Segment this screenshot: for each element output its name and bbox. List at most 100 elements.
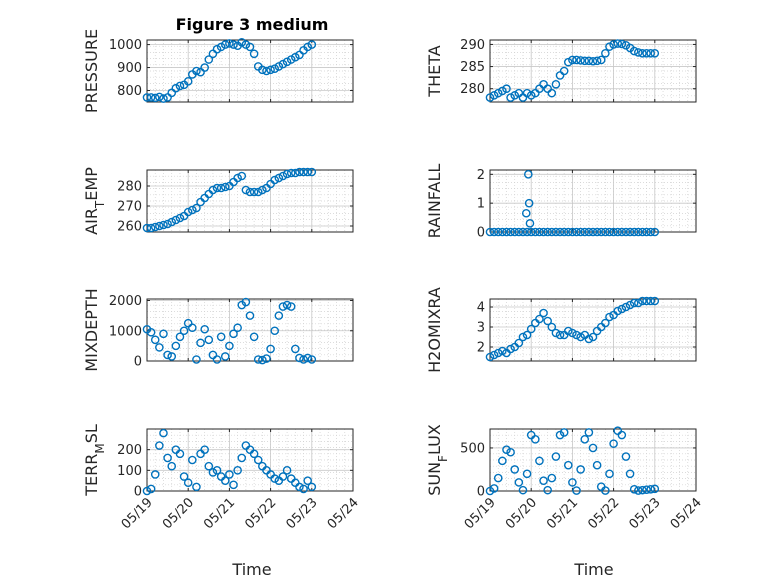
- data-point: [506, 344, 515, 354]
- data-point: [493, 227, 503, 237]
- data-point: [307, 482, 317, 492]
- data-point: [605, 42, 614, 51]
- data-point: [159, 220, 168, 230]
- data-point: [262, 354, 271, 363]
- y-tick-label: 500: [460, 441, 485, 456]
- data-point: [278, 302, 288, 311]
- data-point: [526, 324, 536, 334]
- y-tick-label: 260: [117, 220, 142, 235]
- data-point: [299, 167, 308, 177]
- y-tick-label: 270: [117, 200, 142, 215]
- data-point: [485, 93, 495, 102]
- data-point: [518, 485, 528, 495]
- y-tick-label: 0: [477, 226, 485, 241]
- data-point: [303, 42, 312, 52]
- data-point: [506, 447, 515, 457]
- data-point: [192, 66, 201, 76]
- data-point: [510, 465, 520, 474]
- data-point: [150, 470, 160, 479]
- data-point: [286, 168, 296, 178]
- data-point: [502, 227, 511, 237]
- data-point: [192, 355, 201, 364]
- data-point: [588, 56, 598, 66]
- data-point: [634, 298, 643, 308]
- data-point: [155, 221, 164, 231]
- x-tick-label: 05/20: [160, 495, 197, 532]
- data-point: [524, 198, 534, 208]
- subplot-3: 260 270 280 AIRTEMP: [82, 167, 354, 235]
- data-point: [547, 227, 557, 237]
- data-point: [216, 42, 226, 52]
- data-point: [650, 296, 660, 306]
- data-point: [216, 183, 226, 193]
- data-point: [596, 55, 606, 65]
- data-point: [295, 353, 304, 363]
- data-point: [278, 171, 288, 181]
- y-tick-label: 0: [134, 485, 142, 500]
- data-point: [196, 338, 205, 348]
- x-axis-label-right: Time: [573, 560, 613, 579]
- data-point: [551, 227, 561, 237]
- data-point: [638, 485, 647, 495]
- y-tick-label: 200: [117, 443, 142, 458]
- y-tick-label: 900: [117, 61, 142, 76]
- data-point: [502, 84, 511, 94]
- data-point: [270, 474, 280, 483]
- data-point: [204, 461, 214, 471]
- data-point: [638, 48, 647, 58]
- data-point: [150, 335, 160, 345]
- data-point: [286, 302, 296, 311]
- data-point: [485, 227, 495, 237]
- y-axis-label: TERRMSL: [82, 424, 107, 497]
- data-point: [175, 213, 185, 223]
- data-point: [543, 227, 552, 237]
- data-point: [551, 79, 561, 89]
- data-point: [522, 88, 532, 98]
- data-point: [555, 227, 565, 237]
- data-point: [159, 428, 168, 438]
- axes-box: [489, 39, 697, 103]
- data-point: [580, 435, 590, 444]
- data-point: [576, 332, 585, 342]
- data-point: [146, 223, 156, 233]
- data-point: [245, 187, 255, 197]
- data-point: [212, 355, 222, 364]
- data-point: [547, 88, 557, 98]
- y-tick-label: 3: [477, 321, 485, 336]
- y-tick-label: 290: [460, 38, 485, 53]
- data-point: [605, 469, 614, 479]
- data-point: [650, 48, 660, 58]
- data-point: [171, 83, 181, 93]
- data-point: [576, 227, 585, 237]
- data-point: [547, 473, 557, 483]
- data-point: [278, 59, 288, 69]
- data-point: [634, 486, 643, 495]
- data-point: [249, 332, 259, 342]
- data-point: [225, 341, 234, 351]
- y-tick-label: 800: [117, 84, 142, 99]
- data-point: [572, 330, 581, 340]
- data-point: [563, 326, 573, 336]
- data-point: [270, 175, 280, 185]
- data-point: [200, 63, 209, 72]
- data-point: [601, 486, 610, 495]
- data-point: [580, 56, 590, 66]
- y-tick-label: 1: [477, 197, 485, 212]
- data-point: [241, 40, 251, 49]
- data-point: [225, 39, 234, 48]
- data-point: [183, 207, 193, 217]
- subplot-1: 800 900 1000 PRESSURE: [82, 29, 354, 113]
- data-point: [258, 355, 267, 365]
- data-point: [617, 430, 627, 440]
- data-point: [498, 86, 507, 96]
- data-point: [584, 56, 594, 66]
- data-point: [282, 466, 292, 475]
- data-point: [192, 482, 201, 492]
- axes-box: [146, 298, 354, 362]
- data-point: [609, 439, 618, 448]
- data-point: [245, 42, 255, 52]
- data-point: [299, 484, 308, 494]
- data-point: [245, 311, 255, 320]
- data-point: [266, 344, 275, 354]
- data-point: [588, 227, 598, 237]
